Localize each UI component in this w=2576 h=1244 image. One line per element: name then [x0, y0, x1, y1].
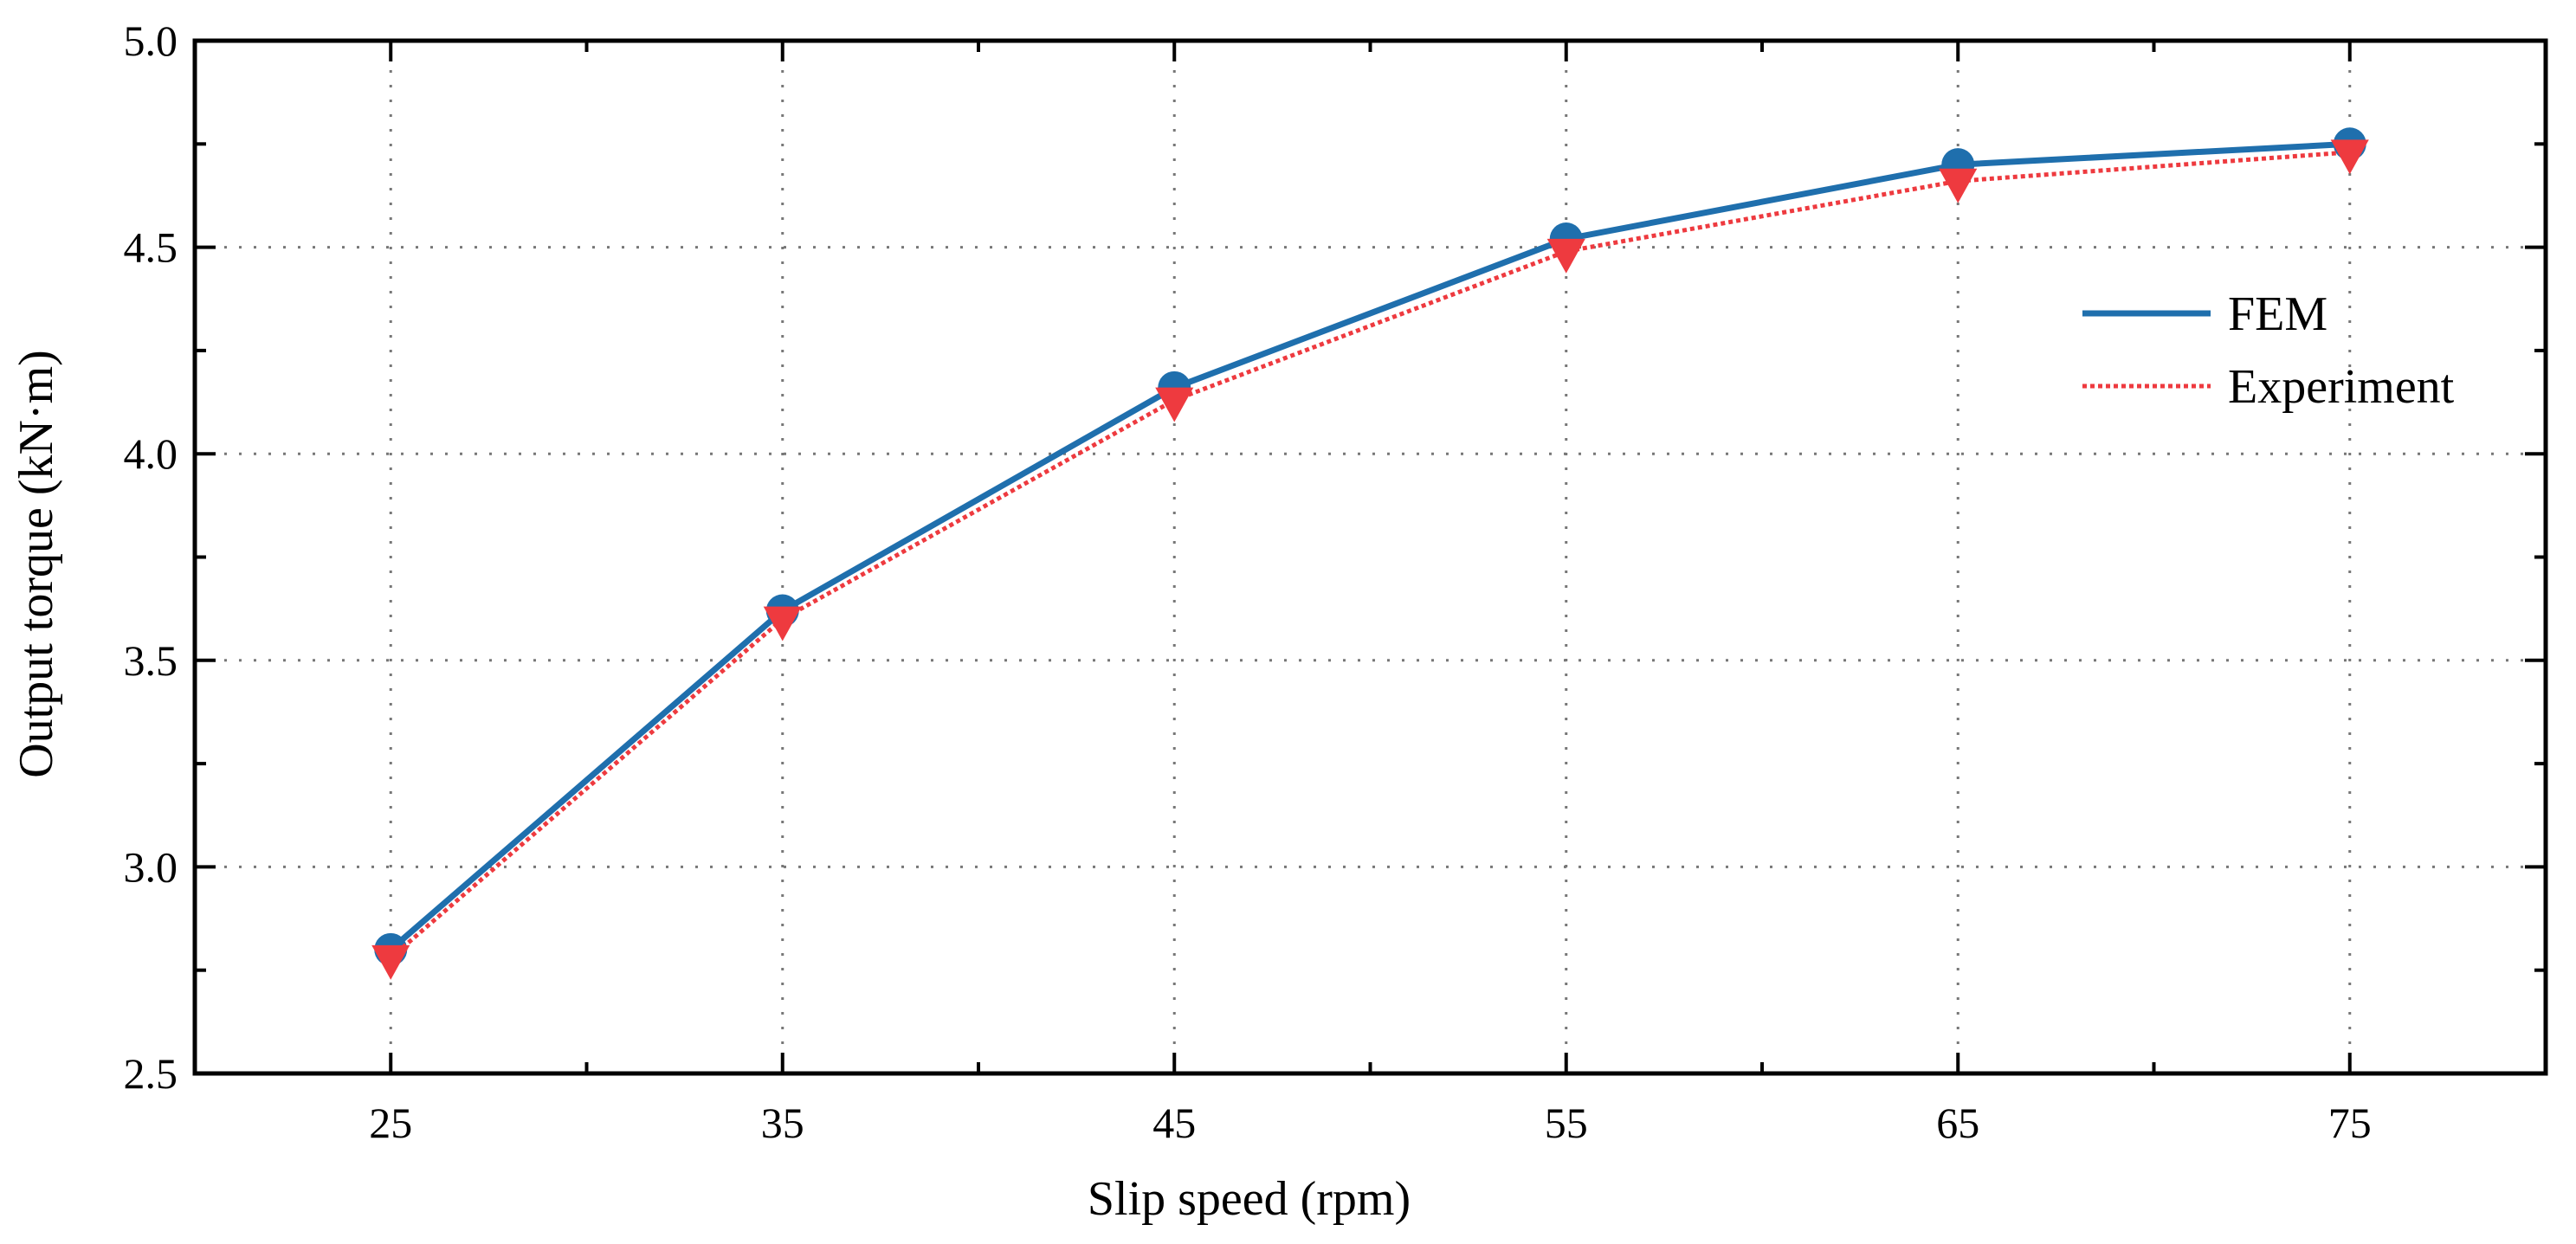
axis-ticks: 25 35 45 55 65 75 2.5 3.0 3.5 4.0 4.5 5.0	[124, 16, 2546, 1147]
x-axis-title: Slip speed (rpm)	[1088, 1172, 1411, 1226]
legend-label: Experiment	[2228, 360, 2455, 414]
grid-lines	[195, 41, 2546, 1073]
y-tick-label: 3.0	[124, 842, 178, 891]
y-tick-label: 2.5	[124, 1049, 178, 1098]
x-tick-label: 65	[1936, 1099, 1979, 1147]
data-point	[2330, 139, 2369, 175]
y-tick-label: 5.0	[124, 16, 178, 65]
series-fem	[374, 127, 2366, 966]
data-point	[1939, 168, 1978, 203]
legend-item-experiment: Experiment	[2082, 360, 2455, 414]
x-tick-label: 75	[2328, 1099, 2372, 1147]
data-point	[763, 606, 802, 641]
x-tick-label: 55	[1545, 1099, 1588, 1147]
series-layer	[371, 127, 2369, 980]
series-experiment	[371, 139, 2369, 980]
legend: FEM Experiment	[2082, 287, 2455, 414]
data-point	[1155, 387, 1194, 422]
series-line-fem	[389, 140, 2350, 952]
data-point	[1546, 238, 1585, 274]
x-tick-label: 35	[761, 1099, 804, 1147]
y-axis-title: Output torque (kN·m)	[10, 350, 63, 778]
legend-label: FEM	[2228, 287, 2327, 341]
legend-item-fem: FEM	[2082, 287, 2327, 341]
data-point	[371, 944, 410, 980]
series-line-experiment	[389, 150, 2350, 960]
y-tick-label: 3.5	[124, 636, 178, 685]
y-tick-label: 4.0	[124, 429, 178, 478]
y-tick-label: 4.5	[124, 223, 178, 272]
plot-frame	[192, 38, 2548, 1076]
x-tick-label: 45	[1152, 1099, 1196, 1147]
x-tick-label: 25	[369, 1099, 412, 1147]
